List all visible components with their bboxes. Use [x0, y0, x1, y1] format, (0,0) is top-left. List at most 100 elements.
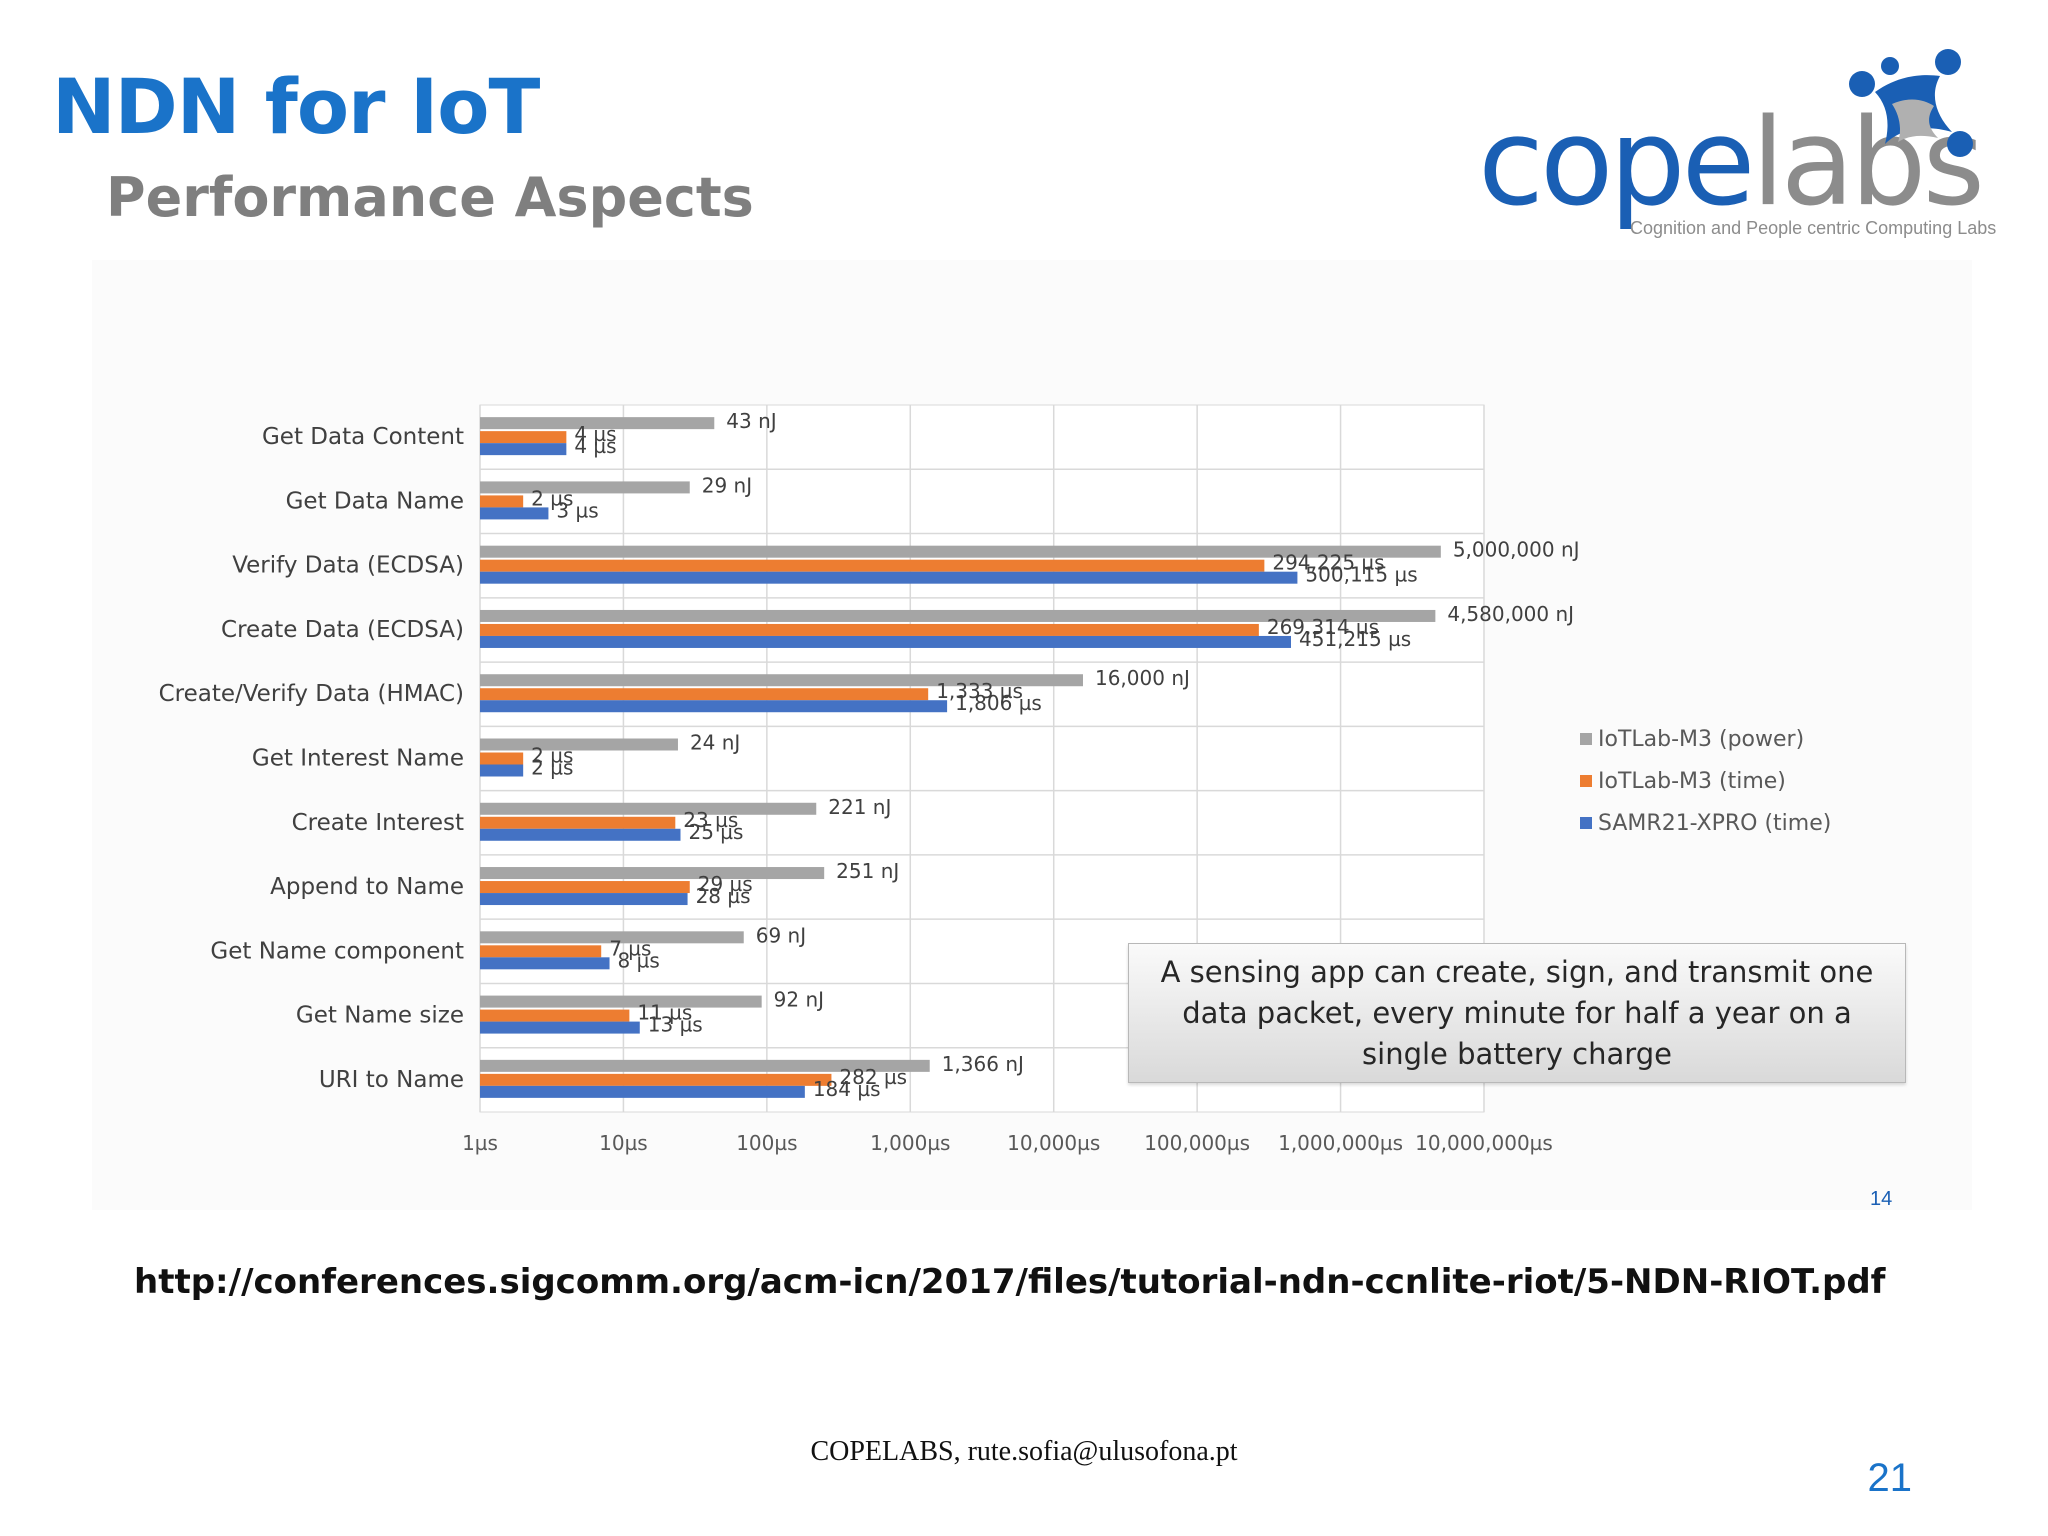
legend-swatch — [1580, 733, 1592, 745]
logo-word-part1: cope — [1478, 94, 1755, 233]
legend-label: IoTLab-M3 (power) — [1598, 726, 1805, 752]
legend-label: IoTLab-M3 (time) — [1598, 768, 1786, 794]
data-label: 500,115 µs — [1305, 563, 1417, 587]
category-label: Append to Name — [270, 874, 464, 900]
data-label: 269,314 µs — [1267, 615, 1379, 639]
bar — [480, 816, 676, 829]
bar — [480, 1021, 640, 1034]
category-label: Get Interest Name — [252, 746, 464, 772]
legend-item: IoTLab-M3 (power) — [1580, 718, 1831, 760]
category-label: Create/Verify Data (HMAC) — [159, 681, 464, 707]
bar — [480, 507, 549, 520]
bar — [480, 417, 715, 430]
category-label: Get Name component — [210, 938, 464, 964]
legend-item: SAMR21-XPRO (time) — [1580, 802, 1831, 844]
footer-text: COPELABS, rute.sofia@ulusofona.pt — [810, 1436, 1238, 1467]
bar — [480, 623, 1259, 636]
data-label: 25 µs — [689, 820, 744, 844]
data-label: 184 µs — [813, 1077, 881, 1101]
x-tick-label: 10,000,000µs — [1415, 1131, 1553, 1155]
data-label: 221 nJ — [828, 795, 891, 819]
bar — [480, 559, 1265, 572]
data-label: 16,000 nJ — [1095, 666, 1190, 690]
x-tick-label: 100,000µs — [1144, 1131, 1250, 1155]
data-label: 8 µs — [618, 948, 660, 972]
data-label: 4 µs — [574, 422, 616, 446]
data-label: 23 µs — [683, 808, 738, 832]
category-label: Verify Data (ECDSA) — [232, 553, 464, 579]
x-tick-label: 100µs — [736, 1131, 797, 1155]
category-label: Create Data (ECDSA) — [221, 617, 464, 643]
category-label: Get Data Name — [286, 488, 464, 514]
bar — [480, 1073, 832, 1086]
bar — [480, 738, 678, 751]
data-label: 69 nJ — [756, 923, 806, 947]
data-label: 294,225 µs — [1272, 551, 1384, 575]
bar — [480, 609, 1436, 622]
bar — [480, 481, 690, 494]
bar — [480, 443, 567, 456]
bar — [480, 688, 929, 701]
bar — [480, 957, 610, 970]
category-label: Create Interest — [292, 810, 464, 836]
copelabs-logo: copelabs Cognition and People centric Co… — [1478, 44, 1998, 254]
category-label: Get Name size — [296, 1003, 464, 1029]
bar — [480, 1009, 630, 1022]
bar — [480, 881, 690, 894]
x-tick-label: 1,000,000µs — [1278, 1131, 1403, 1155]
logo-people-icon — [1849, 49, 1973, 157]
bar — [480, 752, 524, 765]
bar — [480, 495, 524, 508]
data-label: 24 nJ — [690, 731, 740, 755]
logo-tagline: Cognition and People centric Computing L… — [1630, 218, 1997, 238]
data-label: 29 µs — [698, 872, 753, 896]
data-label: 5,000,000 nJ — [1453, 538, 1580, 562]
legend-swatch — [1580, 775, 1592, 787]
legend-item: IoTLab-M3 (time) — [1580, 760, 1831, 802]
bar — [480, 867, 825, 880]
bar — [480, 764, 524, 777]
data-label: 13 µs — [648, 1013, 703, 1037]
page-number: 21 — [1867, 1456, 1913, 1500]
data-label: 1,333 µs — [936, 679, 1023, 703]
corner-page-mark: 14 — [1870, 1188, 1893, 1210]
data-label: 451,215 µs — [1299, 627, 1411, 651]
callout-text: A sensing app can create, sign, and tran… — [1160, 954, 1874, 1071]
bar — [480, 571, 1298, 584]
bar — [480, 828, 681, 841]
logo-wordmark: copelabs — [1478, 104, 1985, 224]
bar — [480, 700, 948, 713]
data-label: 4,580,000 nJ — [1447, 602, 1574, 626]
category-label: URI to Name — [319, 1067, 464, 1093]
bar — [480, 802, 817, 815]
data-label: 2 µs — [531, 486, 573, 510]
data-label: 4 µs — [574, 434, 616, 458]
source-url[interactable]: http://conferences.sigcomm.org/acm-icn/2… — [134, 1262, 1886, 1302]
bar — [480, 893, 688, 906]
data-label: 2 µs — [531, 744, 573, 768]
logo-word-part2: labs — [1751, 94, 1985, 233]
data-label: 7 µs — [609, 936, 651, 960]
bar — [480, 995, 762, 1008]
bar — [480, 545, 1441, 558]
x-tick-label: 1µs — [462, 1131, 498, 1155]
data-label: 251 nJ — [836, 859, 899, 883]
callout-box: A sensing app can create, sign, and tran… — [1128, 943, 1906, 1083]
data-label: 1,366 nJ — [942, 1052, 1024, 1076]
data-label: 282 µs — [839, 1065, 907, 1089]
legend-label: SAMR21-XPRO (time) — [1598, 810, 1832, 836]
bar — [480, 635, 1292, 648]
bar — [480, 674, 1083, 687]
data-label: 3 µs — [556, 498, 598, 522]
data-label: 28 µs — [696, 884, 751, 908]
data-label: 1,806 µs — [955, 691, 1042, 715]
slide-subtitle: Performance Aspects — [106, 166, 754, 229]
data-label: 11 µs — [637, 1001, 692, 1025]
data-label: 29 nJ — [702, 473, 752, 497]
bar — [480, 945, 602, 958]
legend-swatch — [1580, 817, 1592, 829]
x-tick-label: 1,000µs — [870, 1131, 950, 1155]
data-label: 92 nJ — [774, 988, 824, 1012]
bar — [480, 931, 744, 944]
bar — [480, 1085, 805, 1098]
